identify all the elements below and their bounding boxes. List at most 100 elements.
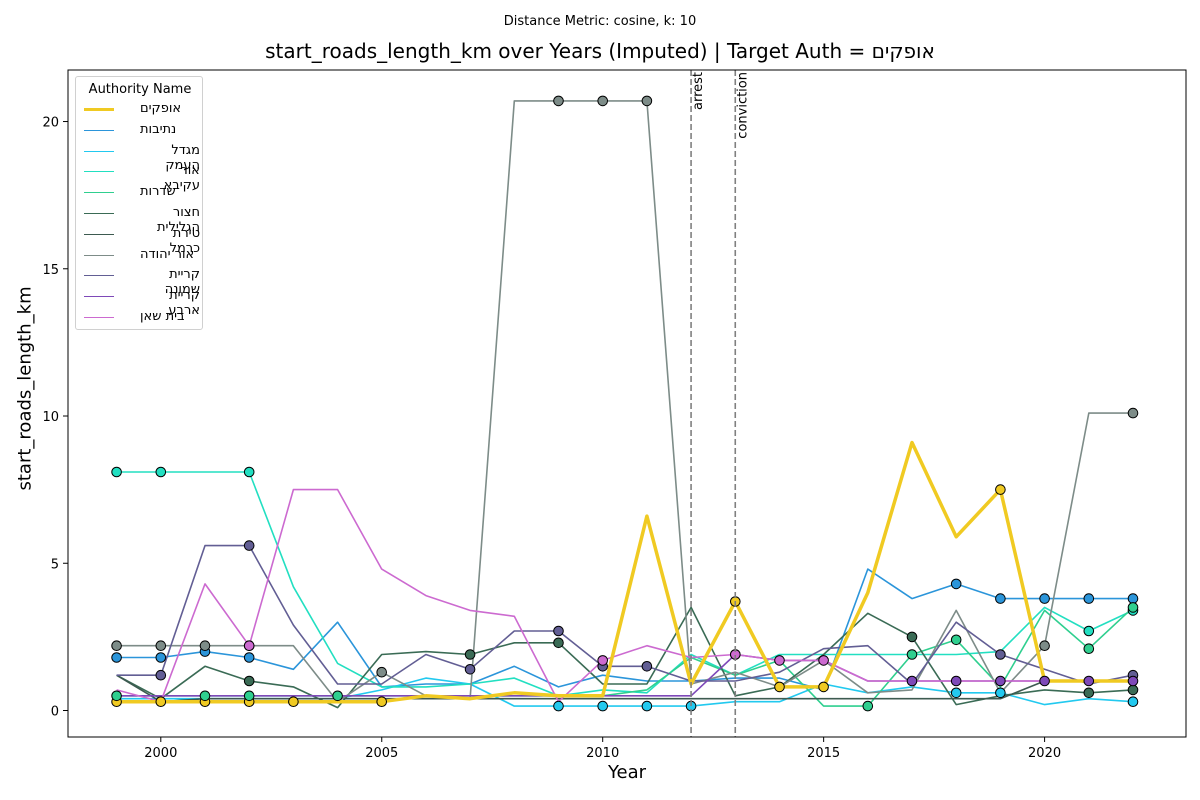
legend-label: אור עקיבא <box>163 163 200 194</box>
imputed-marker <box>774 681 785 693</box>
legend-swatch <box>84 129 114 131</box>
imputed-marker <box>774 655 785 666</box>
imputed-marker <box>950 687 962 699</box>
imputed-marker <box>243 675 255 687</box>
legend-item: חצור הגלילית <box>82 204 200 235</box>
imputed-marker <box>1127 602 1139 613</box>
series-line-0 <box>116 440 1133 704</box>
imputed-marker <box>1083 675 1095 687</box>
x-tick-label: 2015 <box>807 746 840 761</box>
legend-label: טירת כרמל <box>169 225 200 256</box>
imputed-marker <box>1039 675 1050 687</box>
imputed-marker <box>995 593 1006 604</box>
legend-item: נתיבות <box>82 121 200 141</box>
imputed-marker <box>155 640 167 652</box>
legend-label: נתיבות <box>140 121 177 137</box>
legend-item: בית שאן <box>82 308 200 328</box>
imputed-marker <box>597 95 609 107</box>
legend-label: בית שאן <box>140 309 185 324</box>
imputed-marker <box>111 690 122 702</box>
legend-item: קריית שמונה <box>82 266 200 297</box>
imputed-marker <box>641 700 653 712</box>
y-tick-label: 20 <box>42 116 59 131</box>
imputed-marker <box>1083 625 1095 637</box>
imputed-marker <box>155 652 167 663</box>
imputed-marker <box>243 466 255 478</box>
x-tick-label: 2020 <box>1028 746 1061 761</box>
legend-swatch <box>84 192 114 194</box>
imputed-marker <box>1083 593 1095 604</box>
x-tick-label: 2000 <box>144 746 177 761</box>
series-line-7 <box>116 100 1133 703</box>
legend-swatch <box>84 171 114 173</box>
legend-label: קריית שמונה <box>164 267 200 298</box>
legend-label: אור יהודה <box>140 246 195 262</box>
imputed-marker <box>155 696 167 708</box>
legend-label: קריית ארבע <box>168 288 200 319</box>
imputed-marker <box>1127 684 1139 696</box>
legend-swatch <box>84 317 114 318</box>
legend-title: Authority Name <box>88 82 192 97</box>
imputed-marker <box>1083 643 1095 655</box>
x-axis-label: Year <box>607 762 647 783</box>
x-tick-label: 2010 <box>586 746 619 761</box>
imputed-marker <box>1039 640 1050 652</box>
chart-suptitle: Distance Metric: cosine, k: 10 <box>503 14 697 29</box>
imputed-marker <box>950 675 962 687</box>
y-tick-label: 0 <box>51 704 59 719</box>
imputed-marker <box>1083 687 1095 699</box>
imputed-marker <box>995 484 1006 495</box>
chart-title: start_roads_length_km over Years (Impute… <box>265 39 935 63</box>
imputed-marker <box>243 540 255 551</box>
legend-label: חצור הגלילית <box>157 205 200 235</box>
imputed-marker <box>818 681 829 693</box>
imputed-marker <box>906 649 918 660</box>
imputed-marker <box>995 649 1006 660</box>
imputed-marker <box>950 578 962 590</box>
event-label-conviction: conviction <box>735 72 750 139</box>
imputed-marker <box>906 675 918 687</box>
imputed-marker <box>243 640 255 652</box>
imputed-marker <box>641 661 653 672</box>
y-tick-label: 10 <box>42 410 59 425</box>
imputed-marker <box>553 625 564 637</box>
series-line-3 <box>116 471 1134 697</box>
imputed-marker <box>818 655 829 666</box>
legend-swatch <box>84 296 114 298</box>
legend-label: אופקים <box>140 101 182 116</box>
legend-item: קריית ארבע <box>82 287 200 318</box>
legend-swatch <box>84 213 114 214</box>
imputed-marker <box>1127 407 1139 419</box>
imputed-marker <box>199 640 211 652</box>
imputed-marker <box>995 687 1006 699</box>
imputed-marker <box>1127 675 1139 687</box>
imputed-marker <box>243 690 255 702</box>
imputed-marker <box>641 95 653 107</box>
imputed-marker <box>553 700 564 712</box>
imputed-marker <box>553 637 564 649</box>
legend-swatch <box>84 108 114 111</box>
imputed-marker <box>288 696 299 708</box>
imputed-marker <box>111 640 122 652</box>
imputed-marker <box>332 690 343 702</box>
imputed-marker <box>155 466 167 478</box>
legend-swatch <box>84 275 114 277</box>
imputed-marker <box>553 95 564 107</box>
series-line-5 <box>116 606 1134 709</box>
x-tick-label: 2005 <box>365 746 398 761</box>
legend-item: שדרות <box>82 183 200 203</box>
imputed-marker <box>376 696 388 708</box>
event-label-arrest: arrest <box>691 72 706 110</box>
series-line-8 <box>116 544 1134 685</box>
imputed-marker <box>950 634 962 646</box>
imputed-marker <box>597 655 609 666</box>
imputed-marker <box>1127 696 1139 708</box>
imputed-marker <box>464 649 476 660</box>
legend-item: אור יהודה <box>82 246 200 266</box>
legend-swatch <box>84 254 114 256</box>
legend-swatch <box>84 150 114 152</box>
imputed-marker <box>199 690 211 702</box>
y-tick-label: 5 <box>51 557 59 572</box>
imputed-marker <box>243 652 255 663</box>
